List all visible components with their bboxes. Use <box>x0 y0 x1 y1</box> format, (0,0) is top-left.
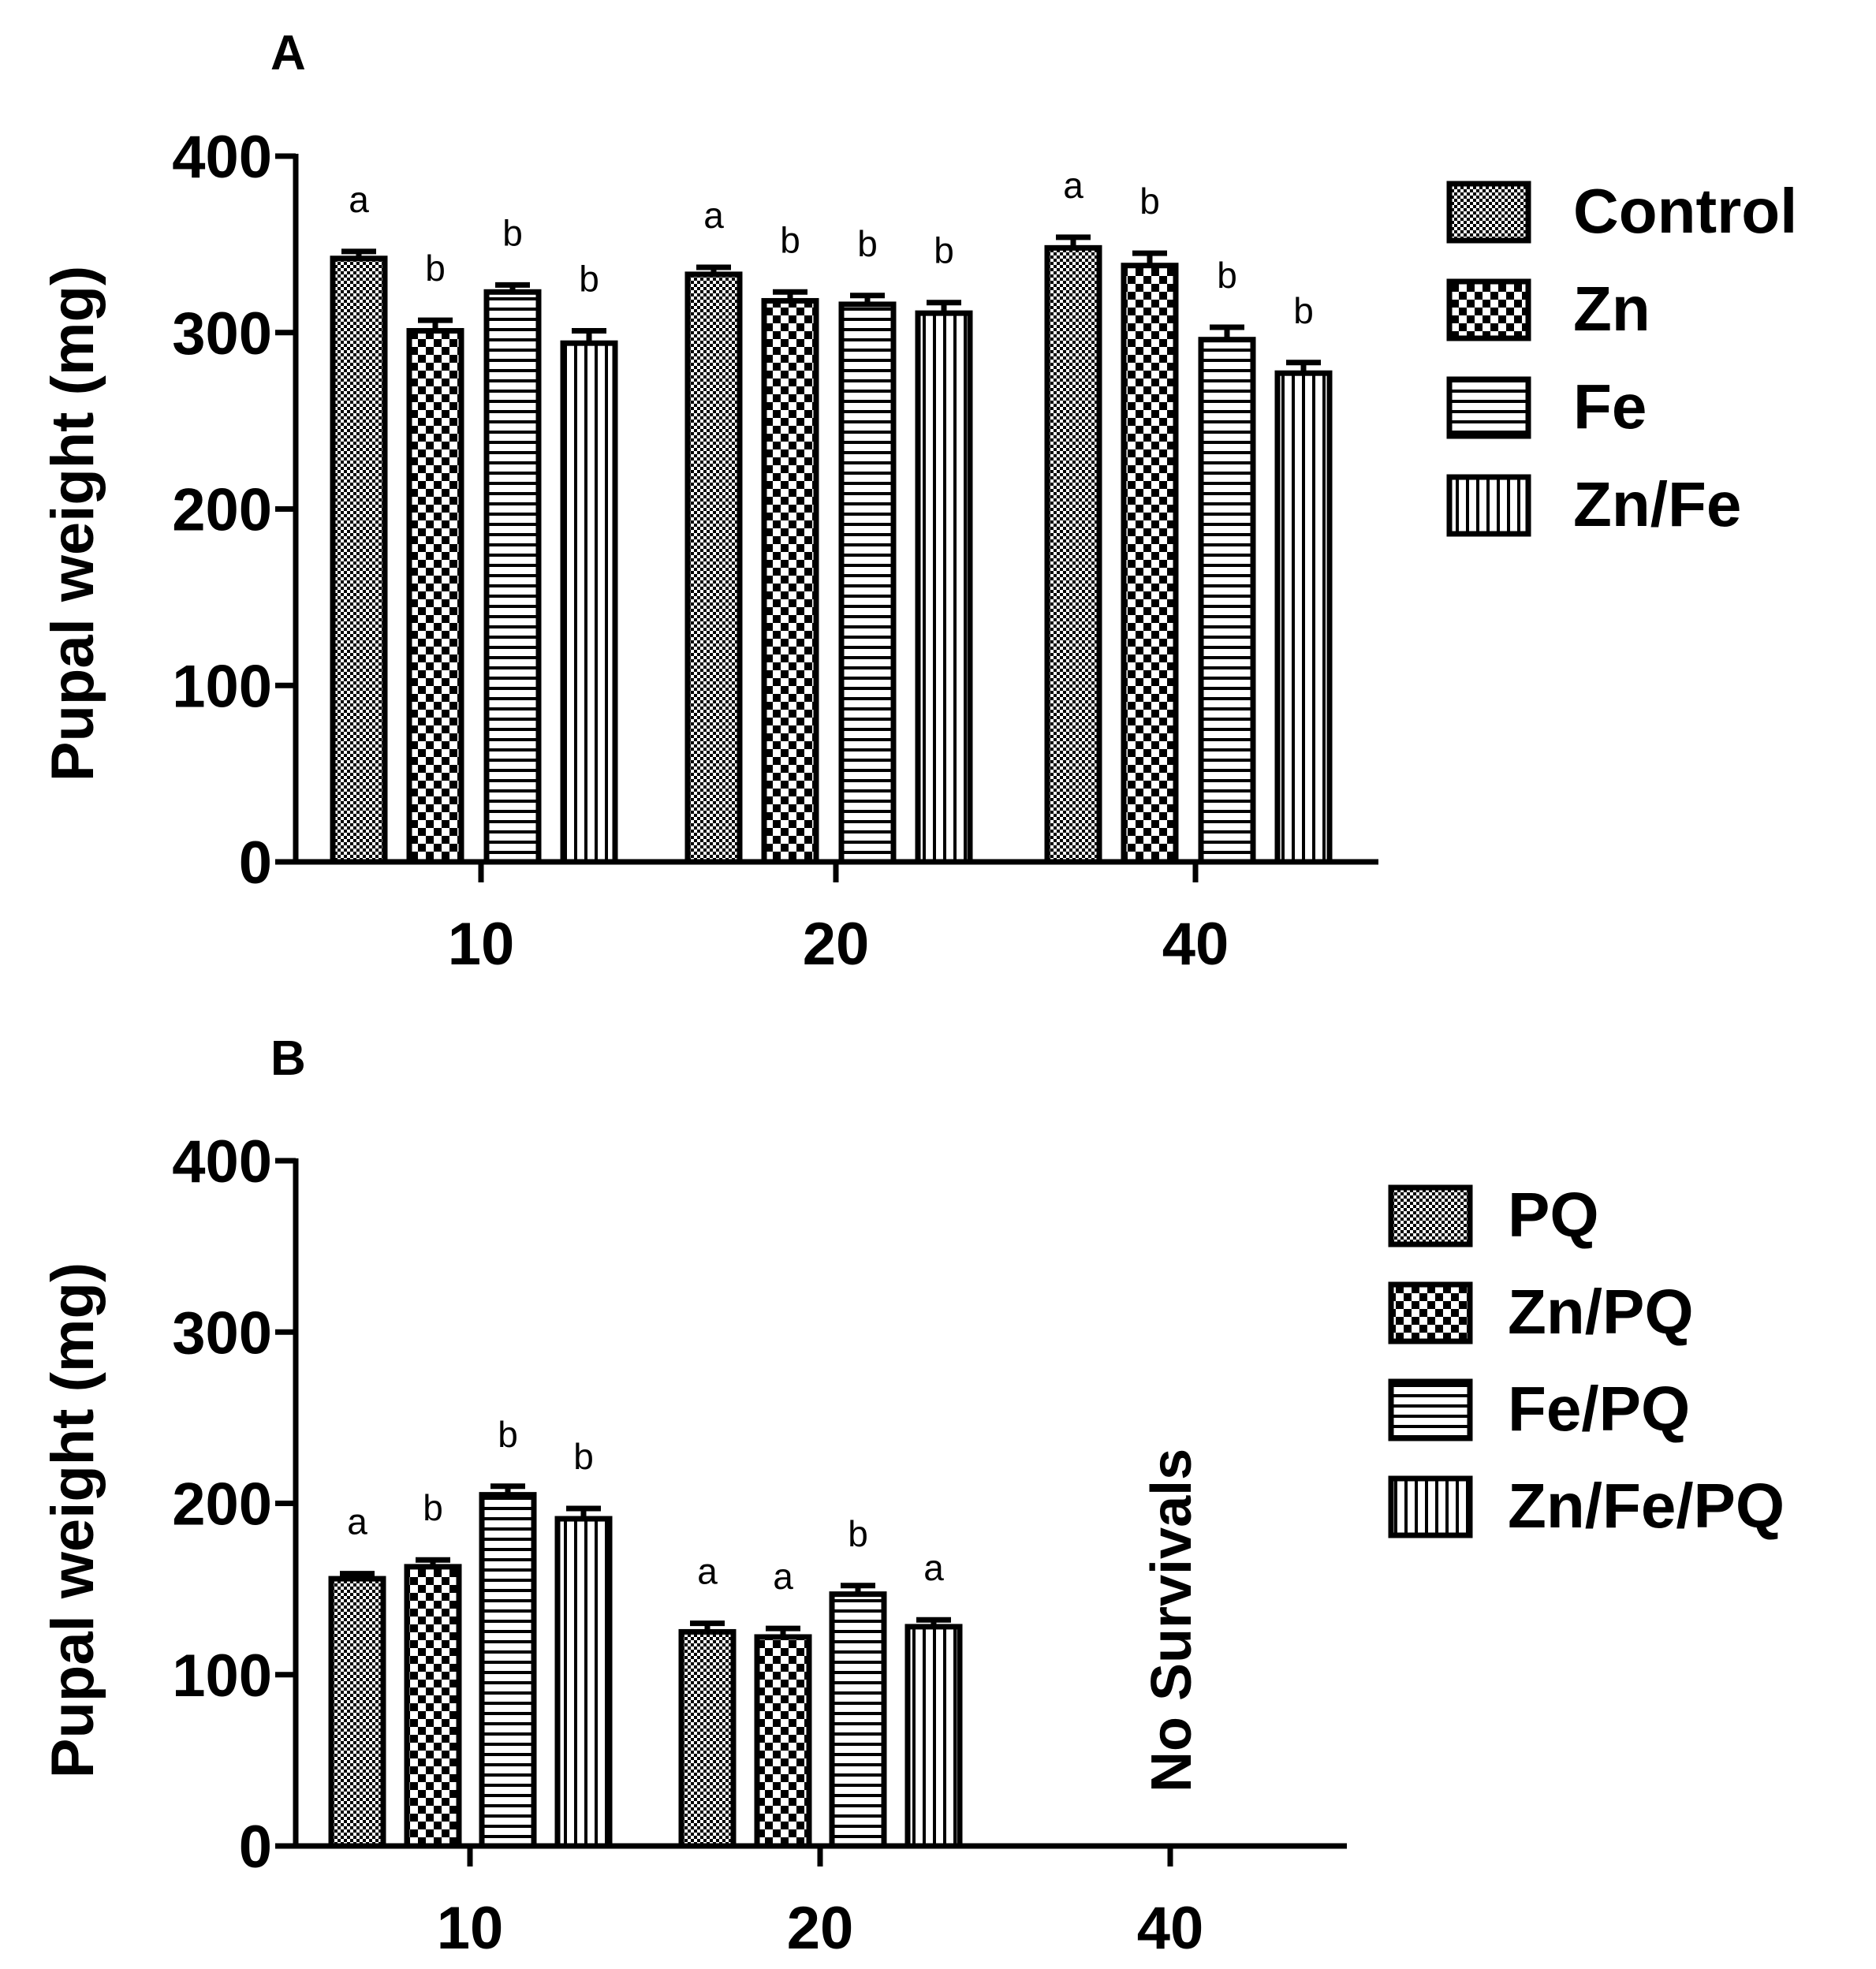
bar <box>1121 263 1179 865</box>
bar <box>483 289 542 865</box>
y-tick-label: 400 <box>172 124 272 191</box>
significance-letter: b <box>498 1414 518 1455</box>
significance-letter: b <box>1293 290 1314 331</box>
legend-swatch <box>1446 376 1531 439</box>
legend-swatch <box>1388 1378 1473 1441</box>
legend-item: Zn/Fe/PQ <box>1388 1471 1785 1541</box>
legend-label: Zn <box>1573 274 1650 344</box>
x-tick-label: 40 <box>1137 1895 1204 1962</box>
legend-label: PQ <box>1508 1180 1599 1250</box>
y-tick-label: 100 <box>172 653 272 720</box>
bar <box>915 310 973 865</box>
legend-item: PQ <box>1388 1180 1599 1250</box>
legend-swatch <box>1446 181 1531 244</box>
legend: Control Zn Fe Zn/Fe <box>1446 176 1797 539</box>
y-tick-label: 0 <box>239 830 272 897</box>
bar <box>479 1492 537 1849</box>
y-tick-label: 0 <box>239 1814 272 1881</box>
legend-item: Zn/PQ <box>1388 1277 1694 1347</box>
legend-label: Zn/Fe/PQ <box>1508 1471 1785 1541</box>
bar <box>406 328 464 865</box>
plot-area: 0 100 200 300 400 10 20 40 a a a b b b b b b b b b <box>172 124 1378 978</box>
bar <box>328 1576 386 1849</box>
bar <box>554 1516 613 1849</box>
x-tick-label: 20 <box>803 911 870 978</box>
bar <box>684 271 743 865</box>
bar <box>404 1564 462 1849</box>
y-axis-label: Pupal weight (mg) <box>39 266 106 781</box>
legend-label: Fe <box>1573 371 1647 442</box>
bar <box>904 1624 963 1849</box>
significance-letter: a <box>697 1551 718 1592</box>
y-tick-label: 300 <box>172 300 272 367</box>
significance-letter: b <box>573 1436 594 1477</box>
legend: PQ Zn/PQ Fe/PQ Zn/Fe/PQ <box>1388 1180 1785 1541</box>
significance-letter: b <box>579 259 599 300</box>
significance-letter: a <box>1063 165 1083 206</box>
significance-letter: a <box>347 1501 367 1542</box>
bar <box>560 340 618 865</box>
panel-label: A <box>270 26 306 80</box>
significance-letter: b <box>502 212 523 253</box>
legend-item: Zn/Fe <box>1446 469 1741 539</box>
significance-letter: b <box>1217 255 1237 296</box>
x-tick-label: 40 <box>1162 911 1229 978</box>
panel-b: B Pupal weight (mg) 0 100 200 300 400 10 20 40 a… <box>39 1031 1785 1962</box>
y-tick-label: 300 <box>172 1300 272 1367</box>
x-tick-label: 10 <box>448 911 515 978</box>
significance-letter: b <box>848 1513 868 1554</box>
legend-label: Zn/Fe <box>1573 469 1741 539</box>
plot-area: 0 100 200 300 400 10 20 40 a a b a b b b a No Survivals <box>172 1128 1347 1962</box>
significance-letter: b <box>425 248 446 289</box>
significance-letter: a <box>703 195 724 236</box>
bar <box>754 1634 812 1849</box>
bar <box>330 255 388 865</box>
x-tick-label: 20 <box>787 1895 854 1962</box>
y-tick-label: 200 <box>172 1471 272 1538</box>
legend-item: Control <box>1446 176 1797 246</box>
significance-letter: b <box>780 219 800 260</box>
legend-item: Fe/PQ <box>1388 1374 1690 1444</box>
y-tick-label: 400 <box>172 1128 272 1195</box>
significance-letter: a <box>923 1547 944 1588</box>
bar <box>1274 370 1333 865</box>
panel-a: A Pupal weight (mg) 0 100 200 300 400 10 20 40 a… <box>39 26 1797 978</box>
bar <box>829 1591 887 1849</box>
bar <box>1044 244 1102 865</box>
y-tick-label: 200 <box>172 477 272 544</box>
legend-swatch <box>1388 1475 1473 1538</box>
significance-letter: b <box>423 1487 443 1528</box>
y-axis-label: Pupal weight (mg) <box>39 1262 106 1778</box>
legend-label: Fe/PQ <box>1508 1374 1690 1444</box>
no-survivals-annotation: No Survivals <box>1140 1449 1203 1792</box>
legend-swatch <box>1446 278 1531 341</box>
significance-letter: b <box>857 223 878 264</box>
legend-item: Fe <box>1446 371 1647 442</box>
legend-label: Control <box>1573 176 1797 246</box>
legend-swatch <box>1388 1281 1473 1344</box>
significance-letter: a <box>349 179 369 220</box>
significance-letter: a <box>773 1556 793 1597</box>
x-tick-label: 10 <box>437 1895 504 1962</box>
legend-swatch <box>1388 1184 1473 1247</box>
bar <box>678 1628 737 1849</box>
legend-item: Zn <box>1446 274 1650 344</box>
legend-label: Zn/PQ <box>1508 1277 1694 1347</box>
bar <box>761 297 819 865</box>
bar <box>1198 337 1256 865</box>
significance-letter: b <box>934 230 954 271</box>
panel-label: B <box>270 1031 306 1086</box>
legend-swatch <box>1446 474 1531 537</box>
y-tick-label: 100 <box>172 1643 272 1710</box>
bar <box>838 301 897 865</box>
significance-letter: b <box>1139 181 1160 222</box>
